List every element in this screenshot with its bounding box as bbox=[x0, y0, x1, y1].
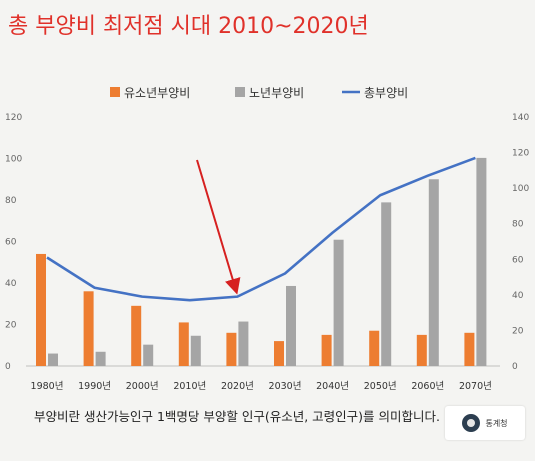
left-axis: 0 20 40 60 80 100 120 bbox=[5, 113, 22, 372]
total-line-path bbox=[46, 156, 476, 302]
x-tick-label: 2070년 bbox=[459, 381, 492, 392]
bar-youth bbox=[274, 341, 284, 366]
footnote: 부양비란 생산가능인구 1백명당 부양할 인구(유소년, 고령인구)를 의미합니… bbox=[34, 409, 440, 424]
x-tick-label: 1980년 bbox=[31, 381, 64, 392]
legend-swatch-2 bbox=[235, 87, 245, 97]
right-tick-label: 0 bbox=[512, 362, 518, 372]
x-tick-label: 2030년 bbox=[269, 381, 302, 392]
total-line bbox=[46, 156, 476, 302]
left-tick-label: 40 bbox=[5, 279, 17, 289]
bar-elderly bbox=[48, 353, 58, 366]
logo: 통계청 bbox=[445, 406, 525, 440]
right-tick-label: 100 bbox=[512, 184, 529, 194]
left-tick-label: 120 bbox=[5, 113, 22, 123]
bar-youth bbox=[464, 332, 475, 366]
bar-elderly bbox=[381, 202, 392, 366]
x-tick-label: 2000년 bbox=[126, 381, 159, 392]
right-tick-label: 40 bbox=[512, 291, 524, 301]
bar-youth bbox=[178, 322, 189, 366]
bar-youth bbox=[131, 305, 142, 366]
legend-swatch-1 bbox=[110, 87, 120, 97]
legend-label-2: 노년부양비 bbox=[249, 86, 304, 100]
right-tick-label: 120 bbox=[512, 149, 529, 159]
bar-youth bbox=[321, 334, 332, 366]
bar-youth bbox=[416, 334, 427, 366]
left-tick-label: 80 bbox=[5, 196, 17, 206]
left-tick-label: 20 bbox=[5, 321, 17, 331]
logo-emblem-icon bbox=[462, 414, 481, 432]
x-tick-label: 2060년 bbox=[411, 381, 444, 392]
x-tick-label: 2040년 bbox=[316, 381, 349, 392]
left-tick-label: 60 bbox=[5, 238, 17, 248]
bar-elderly bbox=[333, 239, 344, 366]
logo-text: 통계청 bbox=[485, 418, 508, 428]
bar-youth bbox=[83, 291, 94, 366]
right-tick-label: 20 bbox=[512, 326, 524, 336]
bars bbox=[36, 157, 487, 366]
bar-elderly bbox=[95, 351, 106, 366]
left-tick-label: 0 bbox=[5, 362, 11, 372]
legend-label-3: 총부양비 bbox=[364, 86, 408, 100]
x-tick-label: 2010년 bbox=[173, 381, 206, 392]
left-tick-label: 100 bbox=[5, 155, 22, 165]
right-tick-label: 80 bbox=[512, 220, 524, 230]
bar-elderly bbox=[238, 321, 249, 366]
bar-youth bbox=[226, 332, 237, 366]
bar-elderly bbox=[143, 344, 154, 366]
right-tick-label: 60 bbox=[512, 255, 524, 265]
right-axis: 0 20 40 60 80 100 120 140 bbox=[512, 113, 529, 372]
legend: 유소년부양비 노년부양비 총부양비 bbox=[110, 86, 408, 100]
x-tick-label: 2050년 bbox=[364, 381, 397, 392]
annotation-arrow bbox=[196, 159, 241, 295]
bar-elderly bbox=[286, 285, 296, 366]
bar-youth bbox=[369, 330, 380, 366]
right-tick-label: 140 bbox=[512, 113, 529, 123]
x-axis: 1980년 1990년 2000년 2010년 2020년 2030년 2040년 2050년… bbox=[31, 381, 492, 392]
arrow-line bbox=[196, 159, 241, 295]
x-tick-label: 2020년 bbox=[221, 381, 254, 392]
bar-youth bbox=[36, 253, 46, 366]
x-tick-label: 1990년 bbox=[78, 381, 111, 392]
bar-elderly bbox=[476, 157, 487, 366]
bar-elderly bbox=[190, 335, 201, 366]
bar-elderly bbox=[428, 179, 439, 366]
legend-label-1: 유소년부양비 bbox=[124, 86, 190, 100]
chart-title: 총 부양비 최저점 시대 2010~2020년 bbox=[8, 14, 369, 39]
